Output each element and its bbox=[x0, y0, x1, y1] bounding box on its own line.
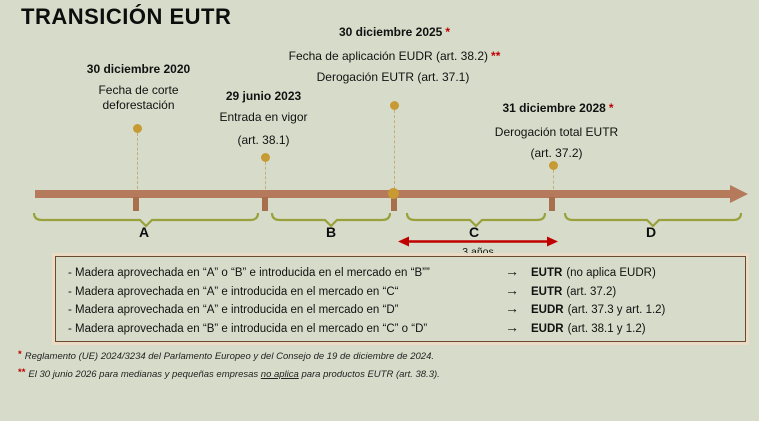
rule-detail: (art. 37.3 y art. 1.2) bbox=[567, 304, 666, 317]
dashed-connector bbox=[265, 162, 266, 189]
segment-brace-a bbox=[33, 212, 259, 228]
event-line: deforestación bbox=[60, 98, 220, 113]
timeline-tick bbox=[549, 197, 555, 211]
footnote-text: Reglamento (UE) 2024/3234 del Parlamento… bbox=[24, 351, 434, 362]
event-line: (art. 38.1) bbox=[185, 133, 345, 148]
timeline-dot-icon bbox=[388, 188, 399, 199]
dashed-connector bbox=[394, 110, 395, 189]
segment-brace-d bbox=[564, 212, 742, 228]
footnote-underlined-text: no aplica bbox=[260, 369, 299, 380]
event-date: 31 diciembre 2028 * bbox=[458, 101, 658, 116]
event-line: Derogación total EUTR bbox=[458, 122, 658, 143]
segment-brace-b bbox=[271, 212, 391, 228]
footnote-marker: * bbox=[445, 25, 451, 39]
rule-row: - Madera aprovechada en “A” e introducid… bbox=[68, 282, 737, 298]
rule-row: - Madera aprovechada en “B” e introducid… bbox=[68, 319, 737, 335]
event-line-text: Derogación total EUTR bbox=[494, 125, 619, 139]
duration-arrow-icon bbox=[398, 236, 558, 247]
event-line-text: Entrada en vigor bbox=[219, 110, 308, 124]
timeline-tick bbox=[133, 197, 139, 211]
segment-label-c: C bbox=[468, 224, 480, 240]
rules-box: - Madera aprovechada en “A” o “B” e intr… bbox=[55, 256, 746, 342]
event-line-text: Fecha de aplicación EUDR (art. 38.2) bbox=[288, 49, 489, 63]
rule-condition: - Madera aprovechada en “A” e introducid… bbox=[68, 285, 399, 298]
page-title: TRANSICIÓN EUTR bbox=[21, 4, 232, 29]
rule-condition: - Madera aprovechada en “B” e introducid… bbox=[68, 323, 428, 336]
rule-regime: EUDR bbox=[531, 323, 564, 336]
timeline-tick bbox=[262, 197, 268, 211]
event-date: 29 junio 2023 bbox=[185, 89, 345, 104]
event-line-text: deforestación bbox=[102, 98, 175, 112]
timeline-bar bbox=[35, 190, 730, 198]
rule-row: - Madera aprovechada en “A” e introducid… bbox=[68, 300, 737, 316]
timeline-tick bbox=[391, 197, 397, 211]
timeline-event-2020: 30 diciembre 2020 Fecha de corte defores… bbox=[60, 62, 220, 113]
rule-regime: EUDR bbox=[531, 304, 564, 317]
event-description: Derogación total EUTR (art. 37.2) bbox=[458, 122, 658, 164]
timeline-dot-icon bbox=[261, 153, 270, 162]
footnote-text: para productos EUTR (art. 38.3). bbox=[298, 369, 440, 380]
event-date: 30 diciembre 2025 * bbox=[272, 25, 517, 40]
timeline-event-2028: 31 diciembre 2028 * Derogación total EUTR… bbox=[458, 101, 658, 164]
event-date-text: 30 diciembre 2025 bbox=[338, 25, 443, 39]
timeline-dot-icon bbox=[390, 101, 399, 110]
rule-detail: (no aplica EUDR) bbox=[566, 266, 656, 279]
segment-label-a: A bbox=[138, 224, 150, 240]
timeline-dot-icon bbox=[549, 161, 558, 170]
event-line-text: Derogación EUTR (art. 37.1) bbox=[316, 70, 470, 84]
event-date: 30 diciembre 2020 bbox=[60, 62, 220, 77]
footnote-marker: ** bbox=[491, 49, 501, 63]
dashed-connector bbox=[553, 170, 554, 189]
event-line-text: Fecha de corte bbox=[98, 83, 179, 97]
event-line: Fecha de corte bbox=[60, 83, 220, 98]
footnote-marker: * bbox=[18, 349, 22, 360]
rule-detail: (art. 37.2) bbox=[566, 285, 617, 298]
rule-row: - Madera aprovechada en “A” o “B” e intr… bbox=[68, 263, 737, 279]
arrow-right-icon: → bbox=[505, 281, 519, 298]
arrow-right-icon: → bbox=[505, 319, 519, 336]
event-line: Fecha de aplicación EUDR (art. 38.2) ** bbox=[272, 46, 517, 67]
rule-regime: EUTR bbox=[531, 266, 563, 279]
event-line: (art. 37.2) bbox=[458, 143, 658, 164]
event-line-text: (art. 38.1) bbox=[237, 133, 290, 147]
arrow-right-icon: → bbox=[505, 300, 519, 317]
timeline-event-2025: 30 diciembre 2025 * Fecha de aplicación E… bbox=[272, 25, 517, 88]
rule-condition: - Madera aprovechada en “A” o “B” e intr… bbox=[68, 266, 430, 279]
event-date-text: 29 junio 2023 bbox=[225, 89, 302, 103]
timeline-event-2023: 29 junio 2023 Entrada en vigor (art. 38.… bbox=[185, 89, 345, 148]
segment-label-b: B bbox=[325, 224, 337, 240]
timeline-arrowhead-icon bbox=[730, 185, 748, 203]
event-description: Fecha de aplicación EUDR (art. 38.2) ** D… bbox=[272, 46, 517, 88]
dashed-connector bbox=[137, 133, 138, 189]
event-date-text: 30 diciembre 2020 bbox=[86, 62, 191, 76]
footnote-marker: * bbox=[608, 101, 614, 115]
footnote-marker: ** bbox=[18, 367, 26, 378]
duration-label: 3 años bbox=[462, 246, 494, 258]
event-line-text: (art. 37.2) bbox=[530, 146, 583, 160]
arrow-right-icon: → bbox=[505, 262, 519, 279]
footnote: * Reglamento (UE) 2024/3234 del Parlament… bbox=[18, 349, 434, 362]
event-line: Entrada en vigor bbox=[185, 110, 345, 125]
segment-brace-c bbox=[406, 212, 546, 228]
event-date-text: 31 diciembre 2028 bbox=[502, 101, 606, 115]
footnote-text: El 30 junio 2026 para medianas y pequeña… bbox=[28, 369, 261, 380]
rule-detail: (art. 38.1 y 1.2) bbox=[567, 323, 646, 336]
event-line: Derogación EUTR (art. 37.1) bbox=[272, 67, 517, 88]
event-description: Entrada en vigor (art. 38.1) bbox=[185, 110, 345, 148]
rule-condition: - Madera aprovechada en “A” e introducid… bbox=[68, 304, 399, 317]
rule-regime: EUTR bbox=[531, 285, 563, 298]
segment-label-d: D bbox=[645, 224, 657, 240]
event-description: Fecha de corte deforestación bbox=[60, 83, 220, 113]
footnote: ** El 30 junio 2026 para medianas y peque… bbox=[18, 367, 440, 380]
timeline-dot-icon bbox=[133, 124, 142, 133]
